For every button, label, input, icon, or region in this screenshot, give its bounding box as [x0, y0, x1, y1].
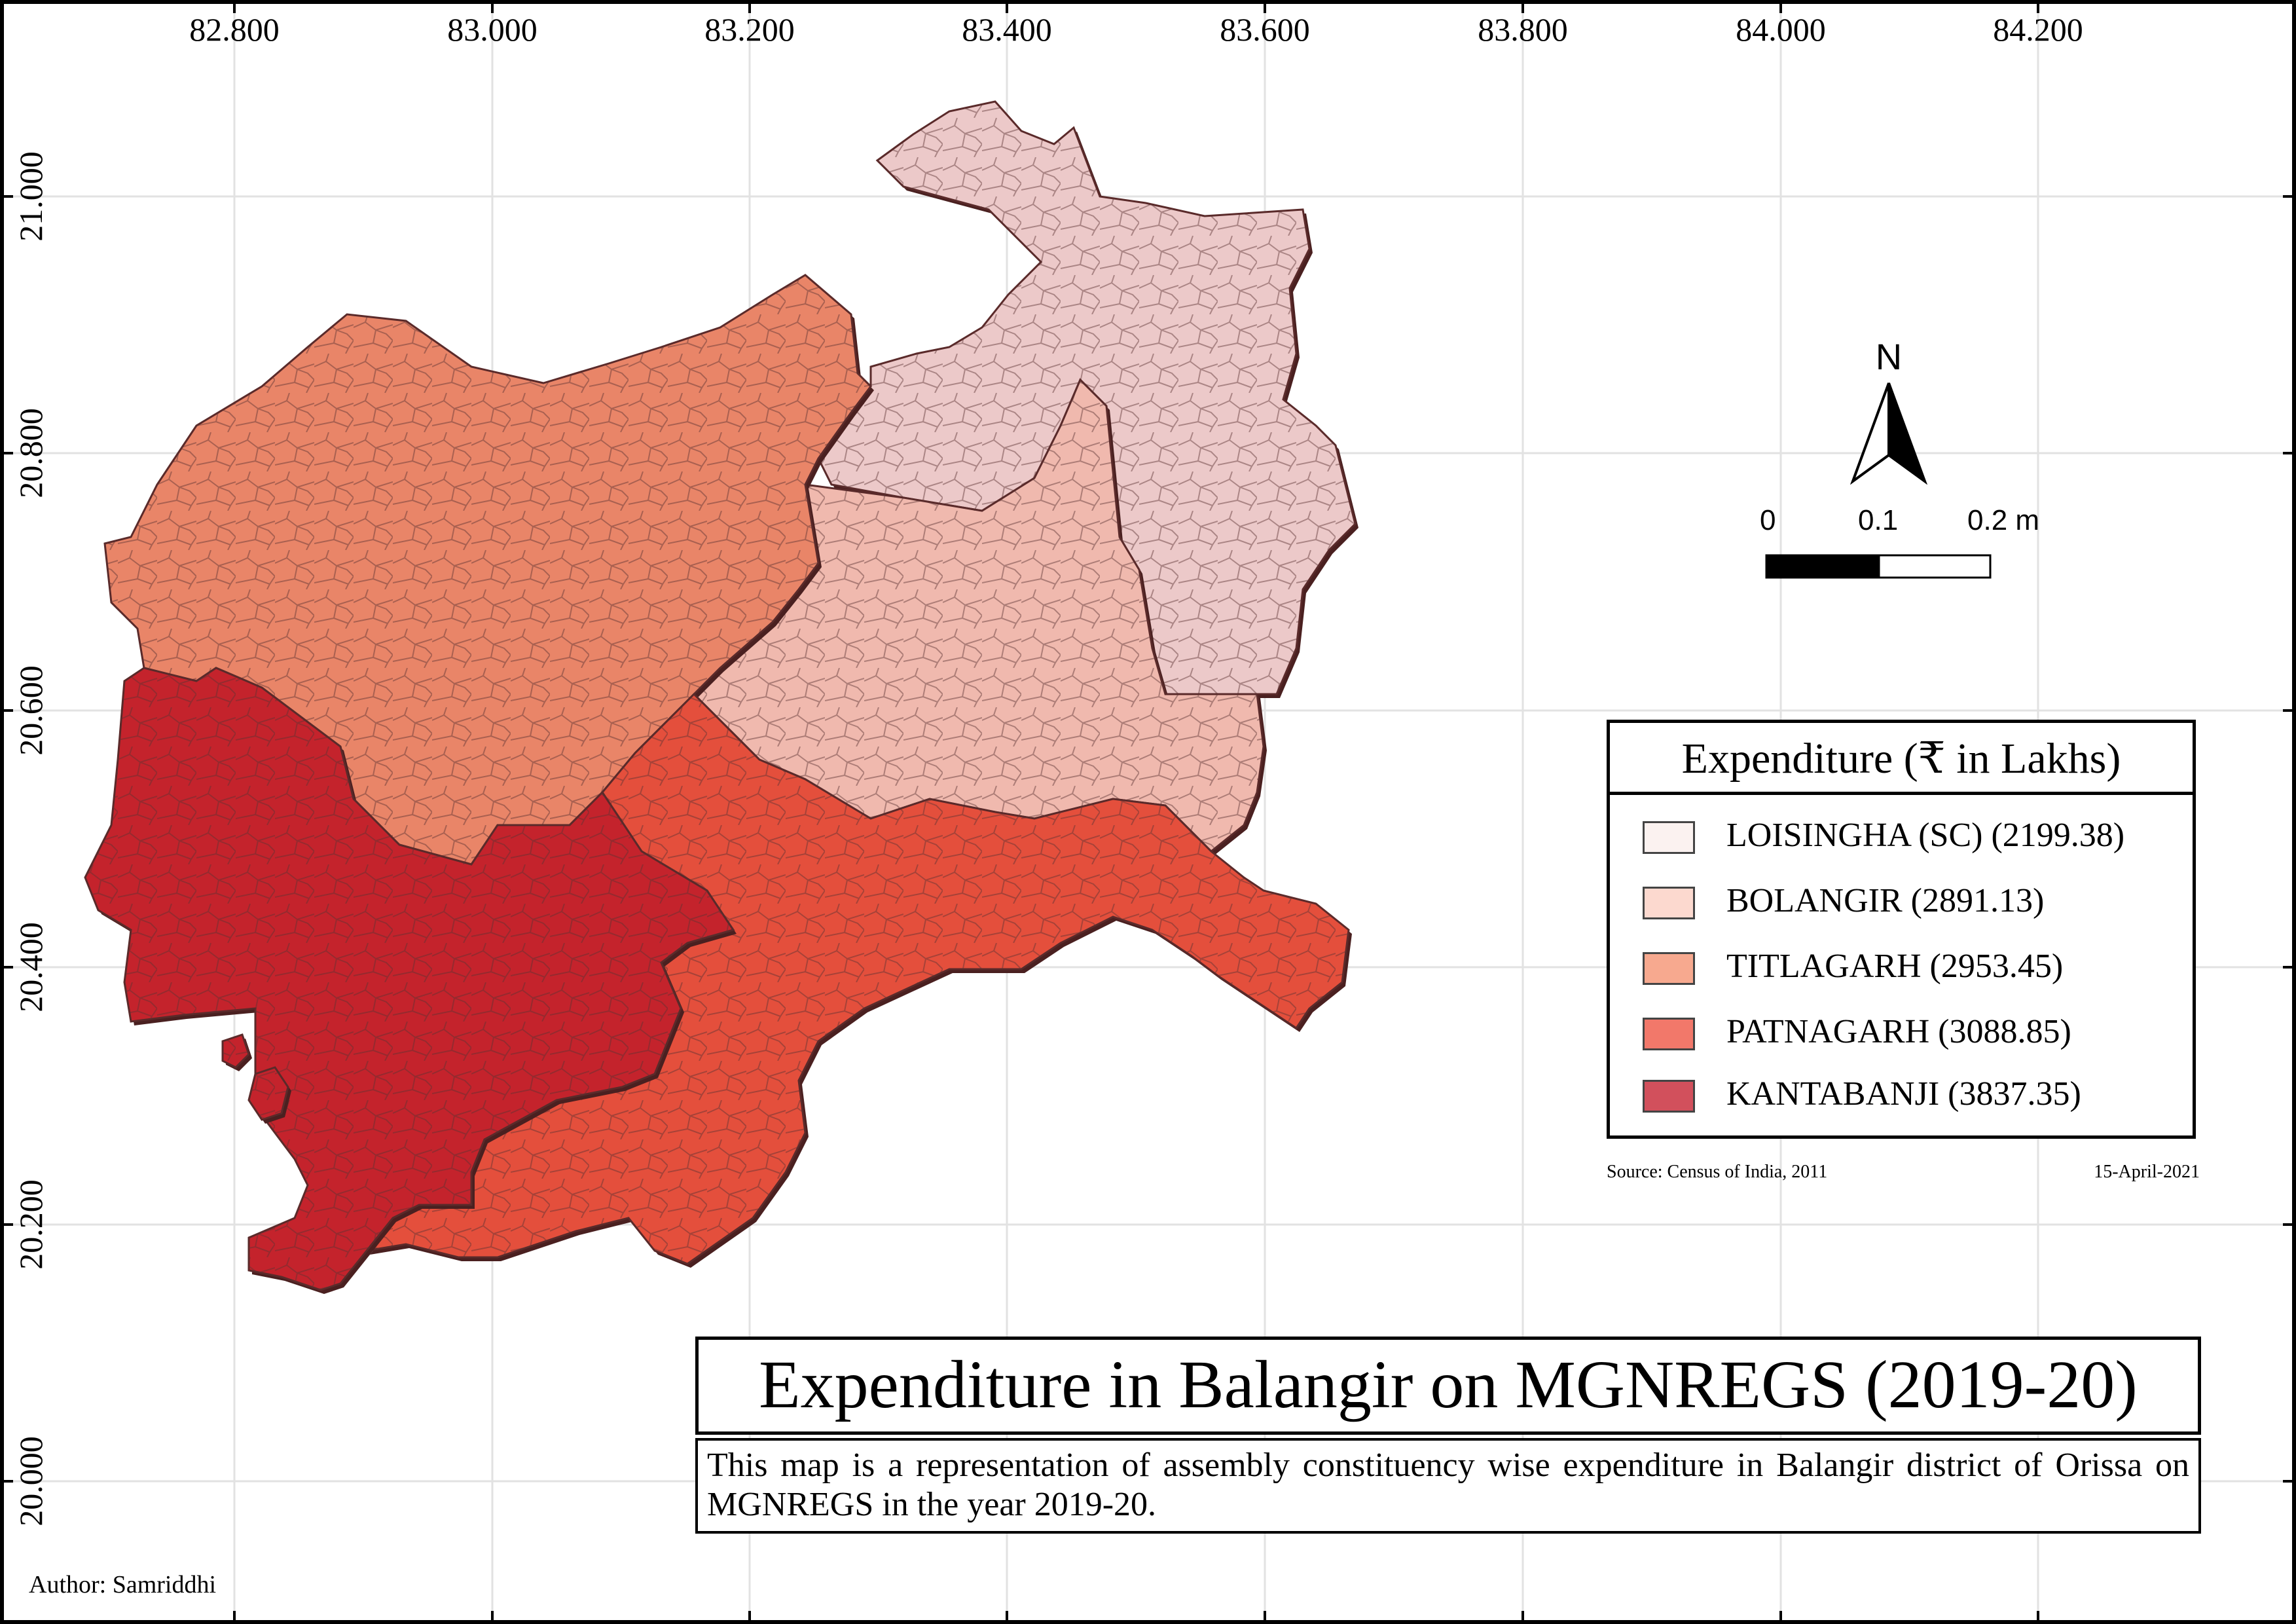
scale-label-1: 0.1 — [1858, 504, 1899, 536]
y-tick-label: 20.800 — [12, 408, 49, 498]
village-boundaries — [694, 380, 1264, 851]
y-tick-label: 21.000 — [12, 151, 49, 242]
scale-label-0: 0 — [1760, 504, 1776, 536]
legend: Expenditure (₹ in Lakhs) LOISINGHA (SC) … — [1607, 720, 2196, 1139]
village-boundaries — [367, 694, 1349, 1264]
north-arrow-label: N — [1875, 336, 1903, 377]
legend-label: PATNAGARH (3088.85) — [1726, 1013, 2071, 1050]
x-tick-label: 84.000 — [1736, 11, 1826, 48]
legend-title: Expenditure (₹ in Lakhs) — [1610, 723, 2193, 795]
date-note: 15-April-2021 — [2094, 1162, 2200, 1182]
legend-label: TITLAGARH (2953.45) — [1726, 948, 2064, 985]
village-boundaries — [85, 668, 733, 1290]
legend-swatch — [1643, 1018, 1695, 1050]
legend-label: BOLANGIR (2891.13) — [1726, 882, 2045, 919]
scale-label-2: 0.2 m — [1967, 504, 2040, 536]
x-tick-label: 83.400 — [962, 11, 1052, 48]
x-tick-label: 83.200 — [704, 11, 795, 48]
x-tick-label: 83.600 — [1220, 11, 1310, 48]
y-tick-label: 20.400 — [12, 922, 49, 1012]
x-tick-label: 82.800 — [189, 11, 280, 48]
y-tick-label: 20.000 — [12, 1436, 49, 1526]
legend-swatch — [1643, 1080, 1695, 1113]
map-description: This map is a representation of assembly… — [695, 1438, 2201, 1534]
village-boundaries — [223, 1035, 249, 1067]
village-boundaries — [818, 101, 1355, 694]
x-tick-label: 83.800 — [1478, 11, 1568, 48]
legend-swatch — [1643, 887, 1695, 919]
north-arrow-icon — [1850, 382, 1927, 485]
map-title: Expenditure in Balangir on MGNREGS (2019… — [695, 1337, 2201, 1435]
x-tick-label: 84.200 — [1993, 11, 2083, 48]
village-boundaries — [105, 275, 871, 864]
x-tick-label: 83.000 — [447, 11, 538, 48]
y-tick-label: 20.200 — [12, 1179, 49, 1270]
source-note: Source: Census of India, 2011 — [1607, 1162, 1828, 1182]
y-tick-label: 20.600 — [12, 665, 49, 756]
legend-label: LOISINGHA (SC) (2199.38) — [1726, 817, 2125, 854]
regions-layer — [84, 100, 1358, 1294]
legend-swatch — [1643, 821, 1695, 854]
legend-swatch — [1643, 952, 1695, 985]
legend-label: KANTABANJI (3837.35) — [1726, 1075, 2081, 1113]
scale-bar-graphic — [1765, 554, 1992, 579]
author-credit: Author: Samriddhi — [29, 1571, 217, 1598]
village-boundaries — [249, 1067, 288, 1120]
